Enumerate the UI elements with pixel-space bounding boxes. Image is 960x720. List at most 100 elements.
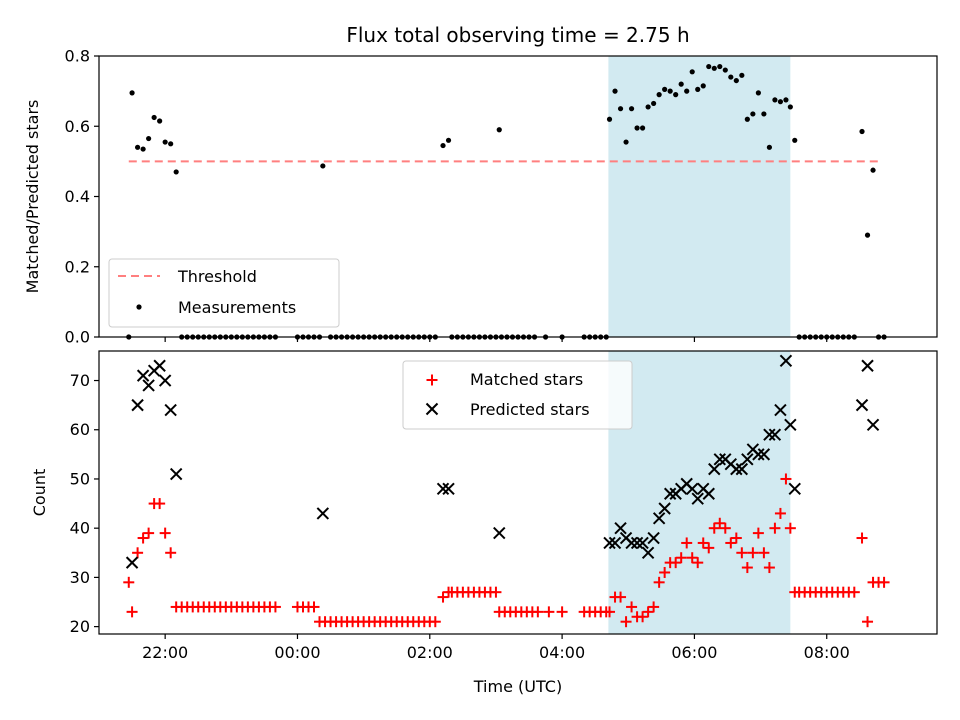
measurement-point — [792, 137, 798, 143]
matched-star-point — [780, 473, 792, 485]
predicted-star-point — [125, 556, 139, 569]
matched-star-point — [697, 537, 709, 549]
measurement-point — [783, 97, 789, 103]
measurement-point — [859, 128, 865, 135]
legend-measurements-swatch — [136, 304, 142, 310]
measurement-point — [733, 77, 739, 84]
predicted-star-point — [757, 448, 771, 461]
measurement-point — [146, 135, 152, 142]
measurement-point — [777, 99, 784, 105]
predicted-star-point — [768, 428, 782, 441]
matched-star-point — [714, 517, 726, 529]
y-tick-label: 0.0 — [65, 328, 90, 347]
predicted-star-point — [855, 398, 869, 412]
measurement-point — [728, 74, 734, 80]
matched-star-point — [626, 601, 638, 613]
matched-star-point — [642, 606, 654, 618]
measurement-point — [645, 104, 651, 110]
measurement-point — [168, 141, 174, 147]
matched-star-point — [437, 591, 449, 603]
measurement-point — [606, 116, 613, 122]
measurement-point — [623, 139, 629, 145]
matched-star-point — [165, 547, 177, 559]
legend-threshold-label: Threshold — [177, 267, 257, 286]
matched-stars-points — [123, 473, 890, 628]
y-tick-label: 40 — [70, 519, 90, 538]
matched-star-point — [154, 498, 166, 510]
y-tick-label: 0.8 — [65, 47, 90, 66]
matched-star-point — [556, 606, 568, 618]
predicted-star-point — [708, 462, 721, 476]
top-panel: 0.00.20.40.60.8 Matched/Predicted stars … — [23, 47, 938, 347]
matched-star-point — [543, 606, 555, 618]
measurement-point — [445, 137, 452, 143]
matched-star-point — [862, 616, 874, 628]
matched-star-point — [670, 557, 682, 569]
predicted-star-point — [774, 403, 787, 417]
matched-star-point — [708, 522, 720, 534]
matched-star-point — [878, 576, 890, 588]
measurement-point — [129, 90, 135, 96]
matched-star-point — [532, 606, 544, 618]
y-tick-label: 20 — [70, 617, 90, 636]
x-tick-label: 02:00 — [407, 643, 453, 662]
measurement-point — [662, 86, 668, 92]
bottom-legend: Matched stars Predicted stars — [402, 360, 633, 430]
measurement-point — [684, 88, 690, 94]
matched-star-point — [615, 591, 627, 603]
matched-star-point — [429, 616, 441, 628]
bottom-axes-frame — [98, 350, 938, 635]
matched-star-point — [137, 532, 149, 544]
y-tick-label: 30 — [70, 568, 90, 587]
measurement-point — [772, 97, 778, 103]
y-tick-label: 70 — [70, 371, 90, 390]
predicted-star-point — [861, 359, 874, 372]
matched-star-point — [784, 522, 796, 534]
measurement-point — [440, 142, 446, 149]
predicted-star-point — [442, 482, 455, 496]
matched-star-point — [856, 532, 868, 544]
matched-star-point — [769, 522, 781, 534]
y-tick-label: 0.6 — [65, 117, 90, 136]
legend-measurements-label: Measurements — [178, 298, 296, 317]
measurement-point — [706, 63, 712, 70]
predicted-star-point — [647, 531, 660, 545]
measurement-point — [151, 114, 157, 121]
bottom-x-ticks: 22:00 00:00 02:00 04:00 06:00 08:00 — [142, 634, 850, 662]
measurement-point — [157, 118, 163, 124]
top-shaded-interval — [608, 56, 791, 337]
measurement-point — [766, 144, 773, 150]
matched-star-point — [159, 527, 171, 539]
predicted-star-point — [136, 369, 150, 382]
y-tick-label: 0.2 — [65, 257, 90, 276]
x-tick-label: 22:00 — [142, 643, 188, 662]
top-x-ticks — [164, 337, 828, 342]
matched-star-point — [747, 547, 759, 559]
measurement-point — [612, 88, 618, 94]
matched-star-point — [774, 507, 786, 519]
measurement-point — [711, 65, 717, 71]
bottom-y-ticks: 20 30 40 50 60 70 — [70, 371, 99, 636]
predicted-star-point — [142, 379, 155, 392]
matched-star-point — [604, 606, 616, 618]
legend-predicted-label: Predicted stars — [470, 400, 590, 419]
measurement-point — [755, 90, 761, 96]
predicted-star-point — [866, 418, 880, 432]
measurement-point — [761, 111, 767, 117]
matched-star-point — [132, 547, 144, 559]
measurement-point — [722, 67, 728, 73]
measurement-point — [320, 163, 326, 169]
measurement-point — [651, 100, 657, 107]
measurement-point — [634, 125, 640, 131]
predicted-star-point — [741, 453, 754, 466]
predicted-star-point — [763, 428, 776, 441]
top-legend: Threshold Measurements — [108, 258, 340, 328]
predicted-star-point — [630, 536, 644, 550]
predicted-star-point — [614, 521, 627, 535]
measurement-point — [617, 106, 624, 112]
matched-star-point — [848, 586, 860, 598]
predicted-star-point — [658, 502, 671, 515]
measurement-point — [695, 86, 701, 92]
predicted-star-point — [779, 354, 793, 368]
measurement-point — [496, 127, 502, 133]
